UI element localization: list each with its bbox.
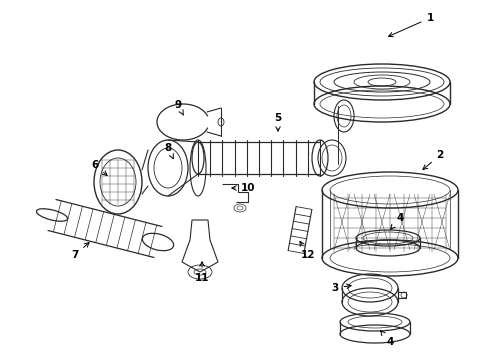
Text: 1: 1 xyxy=(389,13,434,37)
Text: 6: 6 xyxy=(91,160,107,175)
Text: 4: 4 xyxy=(391,213,404,229)
Text: 3: 3 xyxy=(331,283,351,293)
Text: 10: 10 xyxy=(232,183,255,193)
Text: 4: 4 xyxy=(381,331,393,347)
Text: 9: 9 xyxy=(174,100,184,115)
Text: 8: 8 xyxy=(164,143,173,159)
Text: 11: 11 xyxy=(195,262,209,283)
Text: 12: 12 xyxy=(300,241,315,260)
Text: 5: 5 xyxy=(274,113,282,131)
Text: 7: 7 xyxy=(72,243,89,260)
Text: 2: 2 xyxy=(423,150,443,170)
